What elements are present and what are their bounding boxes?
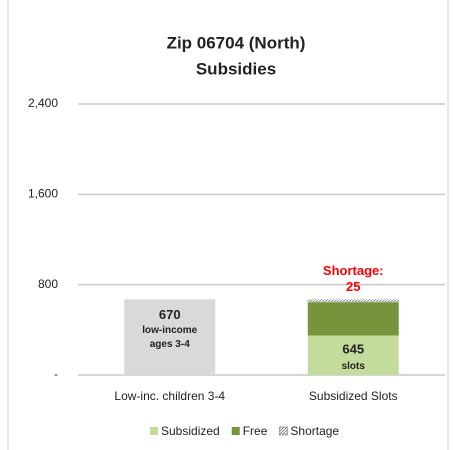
bar-segment xyxy=(307,302,399,336)
bar-note: low-income xyxy=(142,325,197,336)
y-tick-label: - xyxy=(54,367,58,381)
chart-frame xyxy=(7,0,449,450)
bar-note: ages 3-4 xyxy=(150,339,190,350)
bar-segment xyxy=(124,299,216,375)
total-label: 645 xyxy=(342,342,364,357)
legend-label: Subsidized xyxy=(161,424,220,438)
legend-label: Free xyxy=(243,424,268,438)
chart-title: Zip 06704 (North) xyxy=(167,33,306,52)
legend-label: Shortage xyxy=(290,424,339,438)
bar-segment xyxy=(307,335,399,375)
shortage-value: 25 xyxy=(346,279,360,294)
y-tick-label: 800 xyxy=(38,277,58,291)
chart-title: Subsidies xyxy=(196,59,276,78)
legend-swatch xyxy=(231,427,240,435)
shortage-label: Shortage: xyxy=(323,263,384,278)
legend-swatch xyxy=(279,426,288,436)
y-tick-label: 1,600 xyxy=(28,187,58,201)
y-tick-label: 2,400 xyxy=(28,96,58,110)
legend-swatch xyxy=(150,427,158,435)
x-tick-label: Low-inc. children 3-4 xyxy=(114,389,225,403)
bar-note: slots xyxy=(342,361,366,372)
bar-value-label: 670 xyxy=(159,307,181,322)
bar-segment xyxy=(307,299,399,303)
x-tick-label: Subsidized Slots xyxy=(309,389,398,403)
